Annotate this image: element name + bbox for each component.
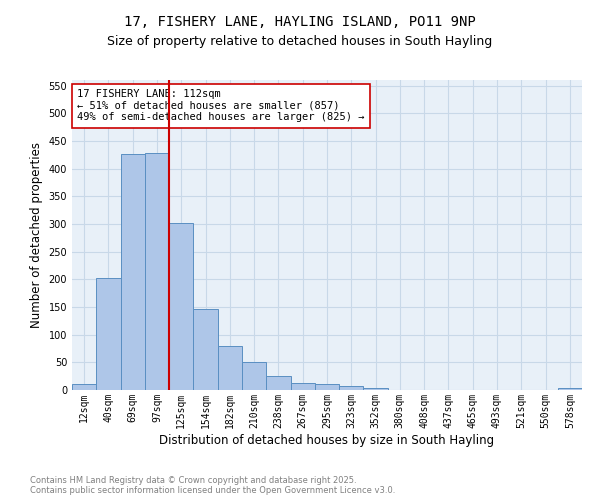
Bar (242, 362, 266, 390)
Bar (364, 388, 388, 390)
Text: Contains HM Land Registry data © Crown copyright and database right 2025.
Contai: Contains HM Land Registry data © Crown c… (30, 476, 395, 495)
Bar (145, 153, 169, 390)
Text: 17 FISHERY LANE: 112sqm
← 51% of detached houses are smaller (857)
49% of semi-d: 17 FISHERY LANE: 112sqm ← 51% of detache… (77, 90, 365, 122)
Bar (121, 154, 145, 390)
Bar (193, 308, 218, 390)
Text: Size of property relative to detached houses in South Hayling: Size of property relative to detached ho… (107, 35, 493, 48)
Bar (339, 386, 364, 390)
Bar (72, 384, 96, 390)
Text: 17, FISHERY LANE, HAYLING ISLAND, PO11 9NP: 17, FISHERY LANE, HAYLING ISLAND, PO11 9… (124, 15, 476, 29)
X-axis label: Distribution of detached houses by size in South Hayling: Distribution of detached houses by size … (160, 434, 494, 446)
Bar (290, 384, 315, 390)
Bar (169, 224, 193, 390)
Bar (218, 346, 242, 390)
Bar (266, 376, 290, 390)
Bar (558, 388, 582, 390)
Bar (96, 278, 121, 390)
Y-axis label: Number of detached properties: Number of detached properties (30, 142, 43, 328)
Bar (315, 384, 339, 390)
